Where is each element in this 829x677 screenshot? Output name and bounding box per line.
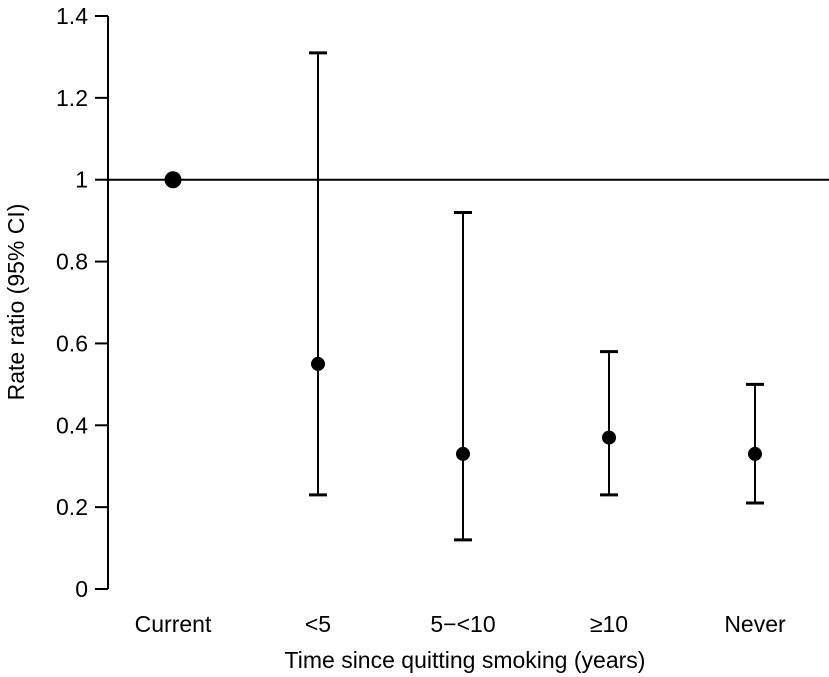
y-tick-label: 0.2 [56,494,88,520]
y-axis-title: Rate ratio (95% CI) [3,204,29,401]
x-category-label: Never [724,611,786,637]
data-marks [164,51,764,542]
x-axis-title: Time since quitting smoking (years) [285,647,646,673]
y-tick-label: 1 [75,167,88,193]
data-point [164,171,182,189]
y-tick-label: 0.8 [56,249,88,275]
data-point [602,430,616,445]
x-category-label: Current [135,611,212,637]
y-tick-label: 0.4 [56,412,88,438]
y-tick-label: 0.6 [56,330,88,356]
x-category-label: ≥10 [590,611,628,637]
axes: 0 0.2 0.4 0.6 0.8 1 1.2 1.4 Current <5 5−<10 ≥10 Nev… [56,3,786,637]
y-tick-label: 1.4 [56,3,88,29]
x-category-label: <5 [305,611,331,637]
x-category-label: 5−<10 [430,611,495,637]
y-tick-label: 0 [75,576,88,602]
data-point [456,446,470,461]
data-point [748,446,762,461]
y-tick-label: 1.2 [56,85,88,111]
data-point [311,356,325,371]
